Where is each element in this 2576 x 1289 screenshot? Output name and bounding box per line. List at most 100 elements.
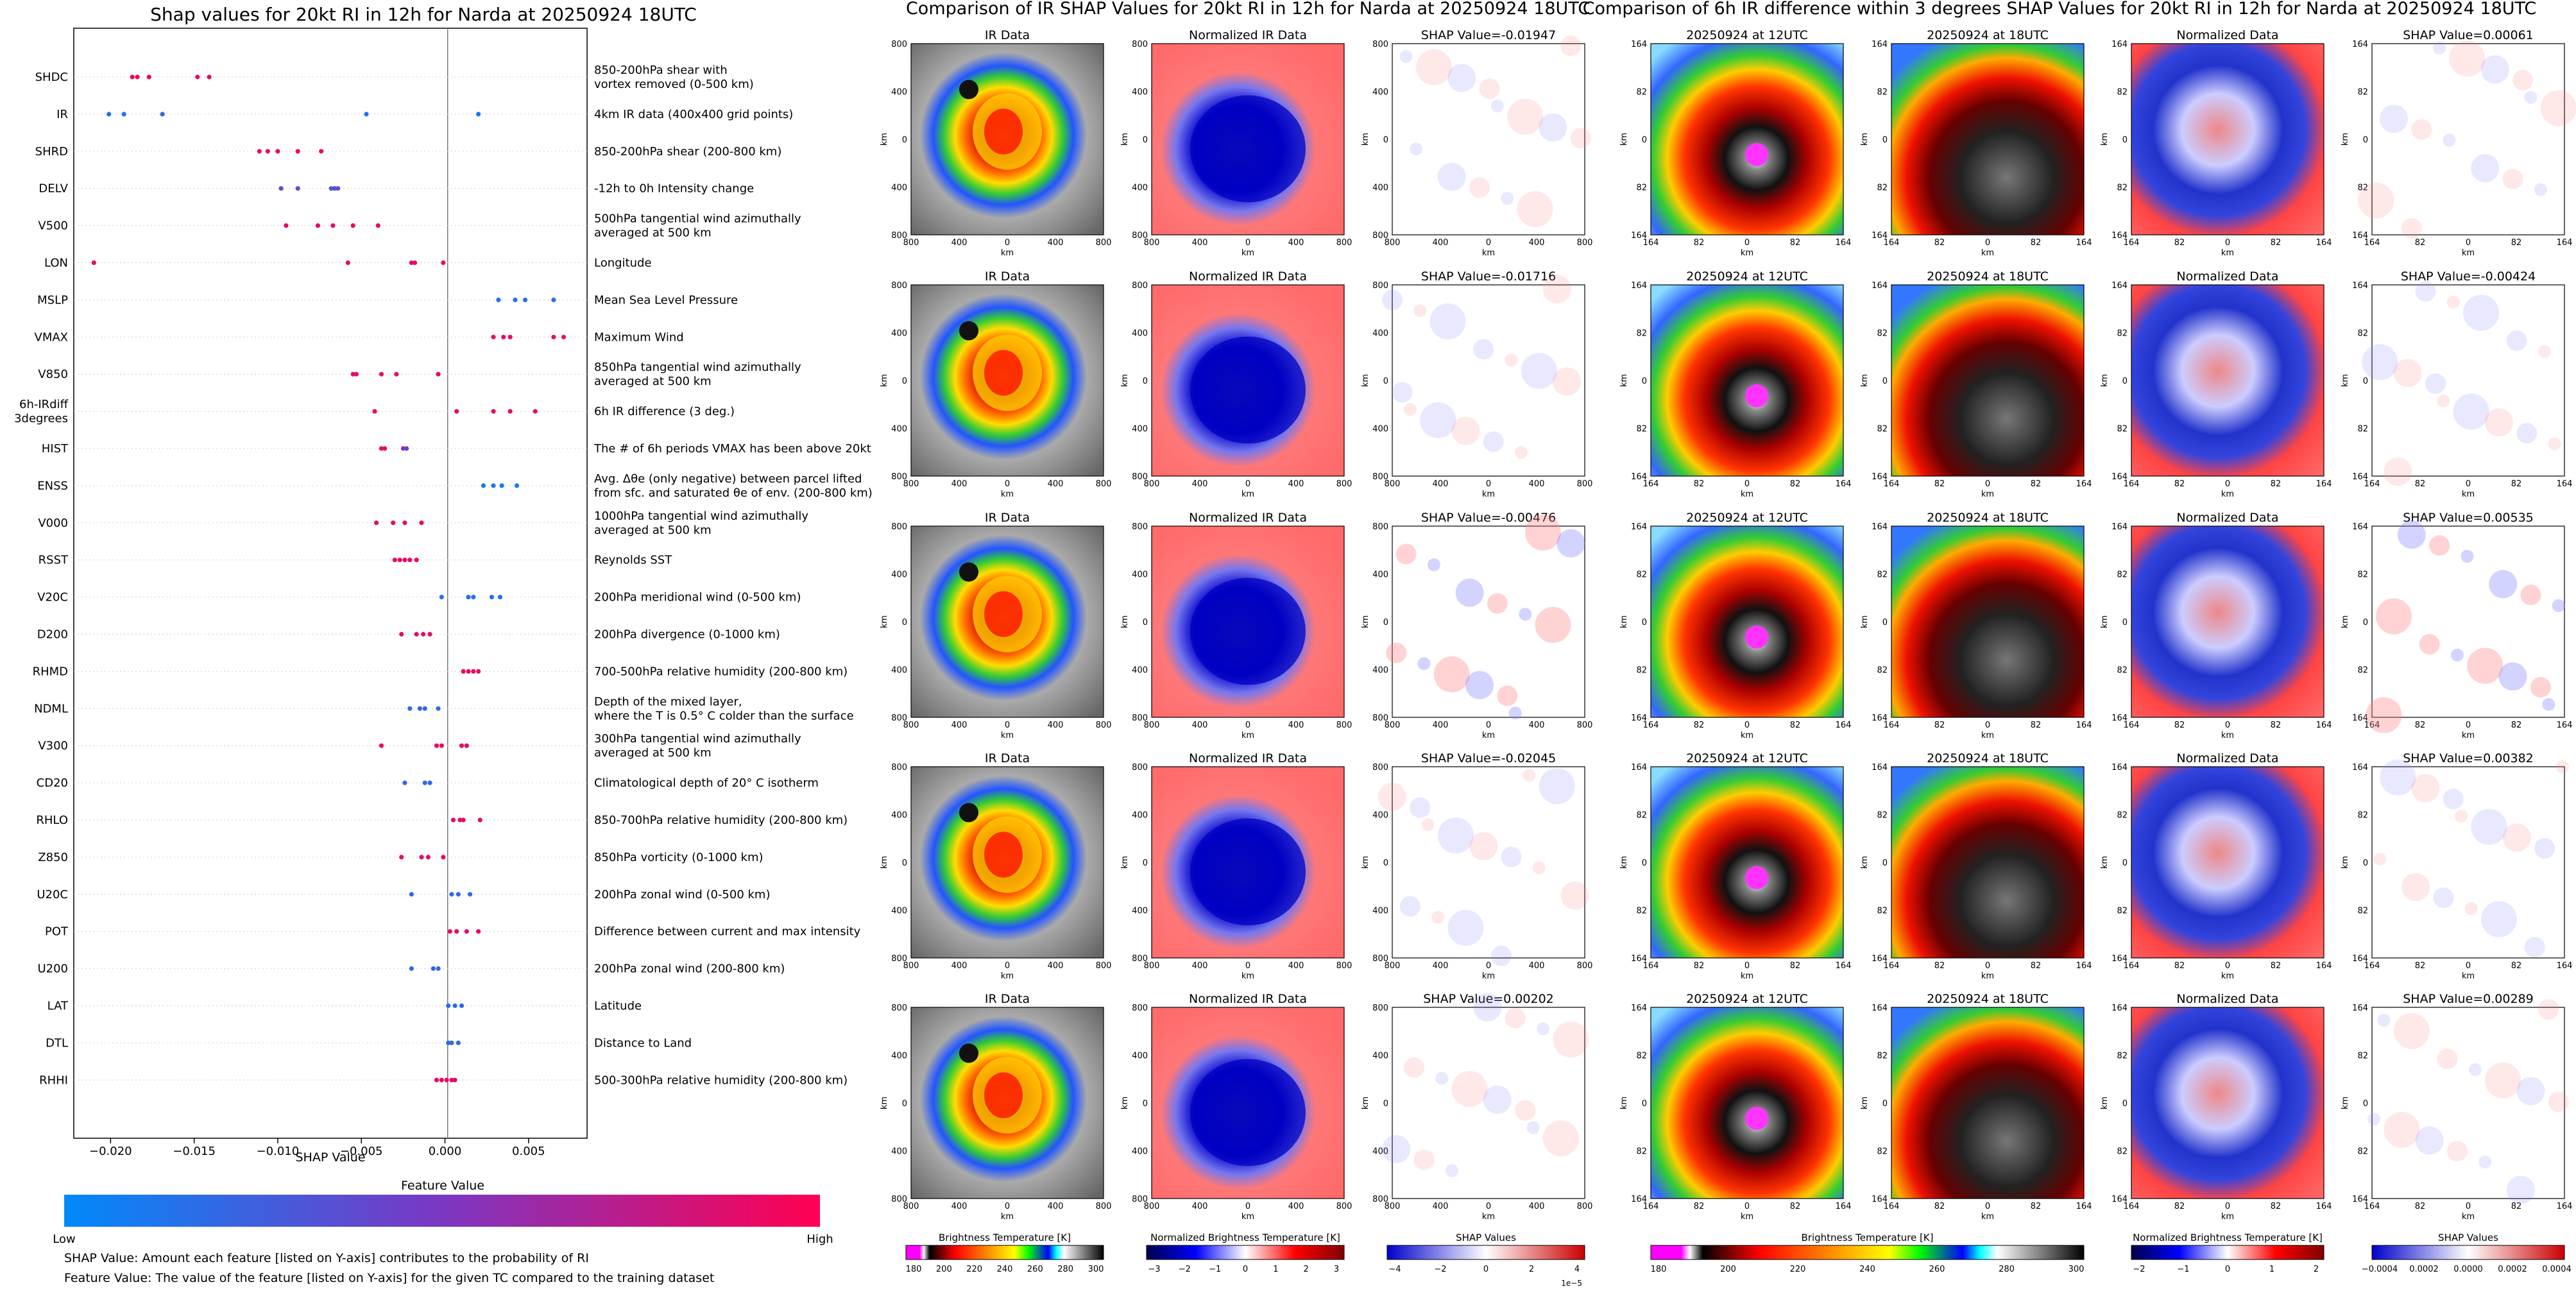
shap-point (436, 371, 441, 377)
colorbar-tick-label: 260 (1929, 1265, 1945, 1274)
y-tick-label: 400 (891, 329, 907, 339)
shap-point (394, 371, 399, 377)
x-tick-label: 0 (2225, 721, 2230, 730)
shap-point (514, 483, 520, 488)
shap-point (450, 817, 456, 823)
y-tick-label: 82 (1636, 907, 1647, 916)
y-tick-label: 82 (2117, 329, 2128, 339)
y-axis-label: km (1619, 1097, 1629, 1109)
y-tick-label: 82 (1636, 425, 1647, 434)
subplot-image (1392, 767, 1585, 958)
shap-point (551, 297, 556, 302)
x-tick-label: 0 (1985, 721, 1990, 730)
beeswarm-x-label: SHAP Value (295, 1150, 365, 1165)
y-tick-label: 800 (891, 40, 907, 49)
shap-point (508, 409, 513, 414)
shap-point (422, 780, 427, 785)
shap-blob (2415, 281, 2436, 302)
y-axis-label: km (1120, 615, 1130, 628)
x-tick-label: 400 (1192, 721, 1208, 730)
x-tick-label: 82 (2174, 479, 2185, 489)
shap-point (491, 483, 496, 488)
y-tick-label: 800 (1132, 763, 1148, 773)
shap-blob (1532, 861, 1546, 875)
subplot-image (1392, 285, 1585, 476)
y-tick-label: 0 (1642, 618, 1647, 627)
subplot-frame (1891, 284, 2085, 477)
y-tick-label: 82 (2117, 88, 2128, 98)
feature-description: Maximum Wind (594, 330, 684, 344)
feature-description: averaged at 500 km (594, 746, 712, 760)
feature-description: 6h IR difference (3 deg.) (594, 405, 735, 418)
colorbar-tick-label: −2 (2133, 1265, 2145, 1274)
x-axis-label: km (2221, 248, 2234, 258)
x-tick-label: 400 (951, 1202, 968, 1211)
storm-center-marker (1745, 142, 1768, 166)
y-tick-label: 0 (2363, 135, 2368, 145)
ir-18utc-subplot: 20250924 at 18UTC1641648282008282164164k… (1860, 269, 2092, 499)
feature-row: LON Longitude (44, 257, 652, 270)
shap-point (431, 966, 436, 971)
x-tick-label: 82 (2415, 721, 2426, 730)
y-tick-label: 400 (1132, 88, 1148, 98)
shap-blob (2446, 1141, 2468, 1162)
y-tick-label: 800 (1132, 713, 1148, 723)
y-axis-label: km (1619, 615, 1629, 628)
shap-point (491, 409, 496, 414)
shap-blob (1560, 881, 1589, 910)
subplot-title: Normalized IR Data (1189, 269, 1307, 284)
x-tick-label: 164 (2364, 479, 2380, 489)
colorbar-tick-label: 0.0002 (2498, 1265, 2527, 1274)
shap-blob (2401, 218, 2422, 239)
diff-panel-title: Comparison of 6h IR difference within 3 … (1583, 0, 2537, 19)
shap-point (476, 112, 481, 117)
subplot-frame (910, 525, 1104, 718)
colorbar-tick-label: 240 (997, 1265, 1013, 1274)
y-tick-label: 82 (1877, 88, 1888, 98)
subplot-frame (1392, 43, 1585, 235)
x-tick-label: 0 (1486, 238, 1491, 248)
colorbar-tick-label: 3 (1334, 1265, 1339, 1274)
shap-blob (2502, 168, 2523, 189)
feature-label: HIST (42, 442, 69, 456)
storm-core (984, 591, 1023, 637)
y-axis-label: km (2100, 615, 2110, 628)
shap-point (417, 706, 423, 711)
colorbar-title: Normalized Brightness Temperature [K] (1150, 1232, 1340, 1243)
shap-point (471, 669, 476, 674)
y-tick-label: 82 (1636, 88, 1647, 98)
y-axis-label: km (880, 374, 889, 387)
y-tick-label: 164 (1872, 713, 1888, 723)
subplot-title: Normalized IR Data (1189, 511, 1307, 525)
x-tick-label: 0 (2225, 1202, 2230, 1211)
subplot-frame (1891, 525, 2085, 718)
x-tick-label: 82 (1694, 961, 1705, 971)
shap-blob (2506, 1175, 2535, 1204)
subplot-title: 20250924 at 12UTC (1686, 992, 1808, 1006)
subplot-title: Normalized Data (2176, 992, 2278, 1006)
colorbar-title: Normalized Brightness Temperature [K] (2133, 1232, 2323, 1243)
x-tick-label: 82 (2511, 1202, 2522, 1211)
shap-blob (1487, 593, 1508, 614)
subplot-frame (910, 1007, 1104, 1199)
shap-point (332, 186, 337, 191)
x-tick-label: 82 (1790, 238, 1801, 248)
x-axis-label: km (2462, 1212, 2475, 1222)
x-tick-label: 164 (1884, 479, 1900, 489)
x-tick-label: 82 (2511, 238, 2522, 248)
x-tick-label: 400 (951, 961, 968, 971)
colorbar-tick-label: 240 (1859, 1265, 1875, 1274)
x-tick-label: 400 (1192, 961, 1208, 971)
y-tick-label: 82 (2357, 184, 2368, 193)
feature-row: DTL Distance to Land (46, 1036, 692, 1050)
shap-blob (2411, 774, 2440, 803)
shap-blob (1497, 685, 1518, 706)
shap-point (330, 223, 336, 228)
subplot-frame (1151, 284, 1345, 477)
y-tick-label: 164 (1631, 231, 1647, 241)
storm-cold-area (1190, 1059, 1306, 1166)
feature-label: SHRD (35, 145, 68, 158)
y-tick-label: 800 (891, 231, 907, 241)
diff-shap-panel: Comparison of 6h IR difference within 3 … (1583, 0, 2576, 1274)
x-axis-label: km (1981, 490, 1994, 499)
